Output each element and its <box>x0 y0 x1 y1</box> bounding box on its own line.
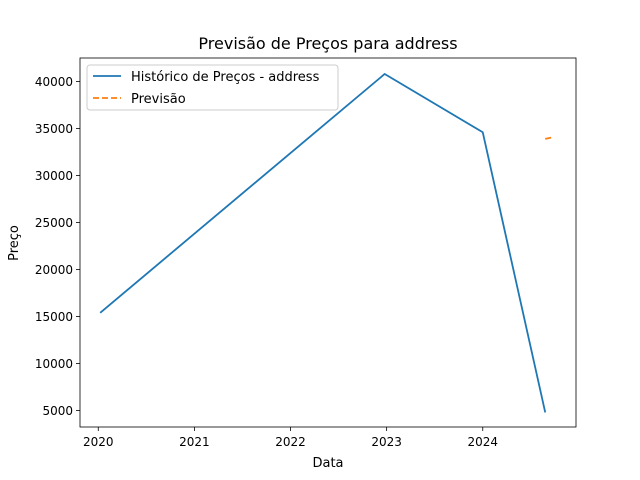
y-tick-label: 35000 <box>35 122 73 136</box>
x-tick-label: 2022 <box>275 435 306 449</box>
y-tick-label: 25000 <box>35 216 73 230</box>
legend: Histórico de Preços - address Previsão <box>86 64 339 111</box>
axes-frame <box>79 57 577 428</box>
chart-title: Previsão de Preços para address <box>198 34 457 53</box>
y-tick-label: 30000 <box>35 169 73 183</box>
y-axis-ticks: 5000 10000 15000 20000 25000 30000 35000 40000 <box>35 75 80 418</box>
x-axis-label: Data <box>312 456 343 471</box>
x-tick-label: 2021 <box>179 435 210 449</box>
legend-box <box>86 64 339 111</box>
y-tick-label: 40000 <box>35 75 73 89</box>
plot-area <box>79 57 577 428</box>
y-axis-label: Preço <box>7 225 22 261</box>
series-line-0 <box>99 73 547 413</box>
y-tick-label: 5000 <box>42 404 73 418</box>
series-layer <box>99 73 553 413</box>
legend-label-history: Histórico de Preços - address <box>131 70 320 85</box>
x-tick-label: 2023 <box>371 435 402 449</box>
y-tick-label: 10000 <box>35 357 73 371</box>
x-tick-label: 2020 <box>83 435 114 449</box>
series-line-1 <box>545 136 553 140</box>
x-axis-ticks: 2020 2021 2022 2023 2024 <box>83 427 498 449</box>
y-tick-label: 20000 <box>35 263 73 277</box>
y-tick-label: 15000 <box>35 310 73 324</box>
legend-label-forecast: Previsão <box>131 92 186 107</box>
x-tick-label: 2024 <box>467 435 498 449</box>
